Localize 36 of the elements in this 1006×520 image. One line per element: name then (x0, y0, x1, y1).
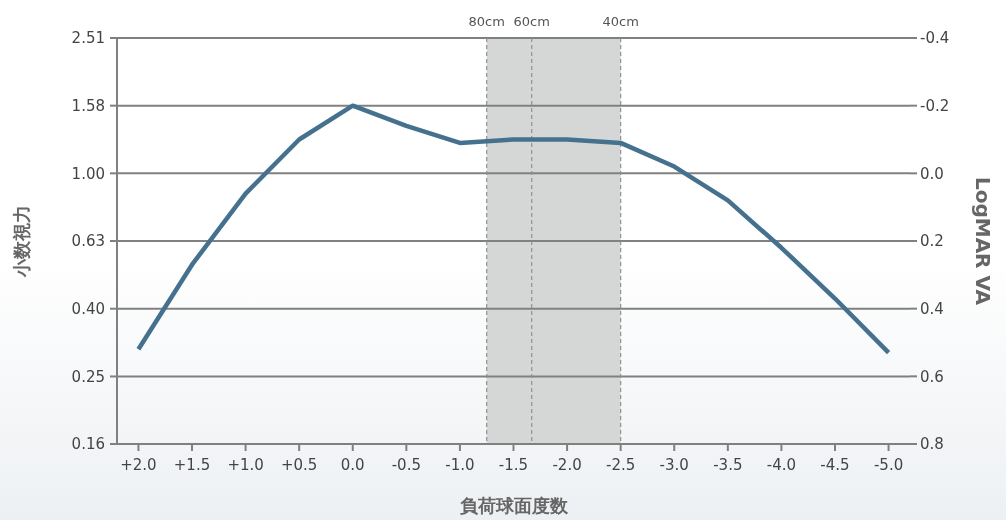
y-tick-label: 1.00 (71, 164, 105, 183)
y2-tick-label: 0.0 (920, 164, 944, 183)
ref-line-label: 60cm (513, 14, 550, 29)
y-tick-label: 1.58 (71, 96, 105, 115)
x-tick-label: +2.0 (120, 456, 157, 474)
x-tick-label: +0.5 (280, 456, 318, 474)
y2-tick-label: 0.4 (920, 299, 944, 318)
x-tick-label: -2.0 (552, 456, 582, 474)
x-tick-label: -0.5 (391, 456, 421, 474)
x-axis-title: 負荷球面度数 (459, 495, 569, 516)
y2-tick-label: 0.2 (920, 232, 944, 251)
x-tick-label: -4.5 (820, 456, 850, 474)
x-tick-label: -2.5 (606, 456, 636, 474)
x-tick-label: -5.0 (873, 456, 904, 474)
x-tick-label: -1.5 (498, 456, 529, 474)
y-tick-label: 2.51 (71, 29, 105, 48)
y-axis-title: 小数視力 (11, 205, 32, 278)
x-tick-label: +1.5 (173, 456, 211, 474)
x-tick-label: 0.0 (340, 456, 365, 474)
y-tick-label: 0.16 (71, 435, 105, 454)
y2-tick-label: 0.8 (920, 435, 944, 454)
y-tick-label: 0.40 (71, 299, 105, 318)
ref-line-label: 80cm (468, 14, 505, 29)
y2-tick-label: 0.6 (920, 367, 944, 386)
x-tick-label: -1.0 (445, 456, 475, 474)
y2-axis-title: LogMAR VA (971, 176, 995, 306)
x-tick-label: -4.0 (766, 456, 797, 474)
y-tick-label: 0.25 (71, 367, 105, 386)
x-tick-label: -3.5 (713, 456, 743, 474)
ref-line-label: 40cm (602, 14, 639, 29)
line-series (136, 103, 891, 355)
x-tick-label: +1.0 (227, 456, 264, 474)
x-tick-label: -3.0 (659, 456, 689, 474)
y2-tick-label: -0.2 (920, 96, 950, 115)
y2-tick-label: -0.4 (920, 29, 950, 48)
y-tick-label: 0.63 (71, 232, 105, 251)
